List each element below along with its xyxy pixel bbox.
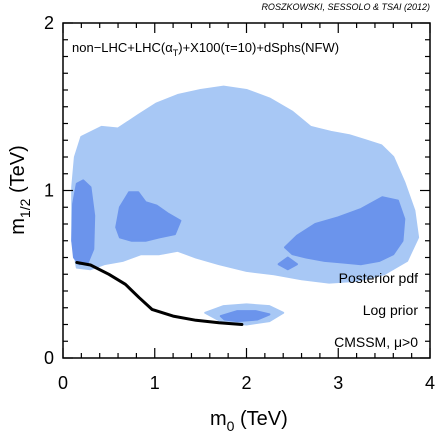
x-tick-label: 3 <box>333 373 343 393</box>
small-68-blob <box>277 256 298 271</box>
right-68-region <box>284 196 406 266</box>
annotation-log-prior: Log prior <box>363 302 419 318</box>
lower-68-region <box>219 310 271 323</box>
x-tick-labels: 0 1 2 3 4 <box>58 373 435 393</box>
regions-68-layer <box>71 179 406 323</box>
credit-text: ROSZKOWSKI, SESSOLO & TSAI (2012) <box>261 2 430 12</box>
annotation-model: CMSSM, μ>0 <box>334 334 418 350</box>
x-tick-label: 1 <box>150 373 160 393</box>
x-axis-label: m0 (TeV) <box>210 408 288 434</box>
chart-title: non−LHC+LHC(αT)+X100(τ=10)+dSphs(NFW) <box>72 40 339 58</box>
y-tick-label: 1 <box>44 181 54 201</box>
x-tick-label: 4 <box>425 373 435 393</box>
axis-ticks <box>62 22 431 359</box>
y-tick-labels: 0 1 2 <box>44 13 54 368</box>
y-axis-label: m1/2 (TeV) <box>7 145 33 234</box>
x-tick-label: 2 <box>241 373 251 393</box>
center-68-region <box>115 191 182 242</box>
left-68-region <box>71 179 96 266</box>
y-tick-label: 2 <box>44 13 54 33</box>
exclusion-boundary-line <box>75 261 244 326</box>
annotation-posterior-pdf: Posterior pdf <box>339 270 418 286</box>
y-tick-label: 0 <box>44 348 54 368</box>
x-tick-label: 0 <box>58 373 68 393</box>
